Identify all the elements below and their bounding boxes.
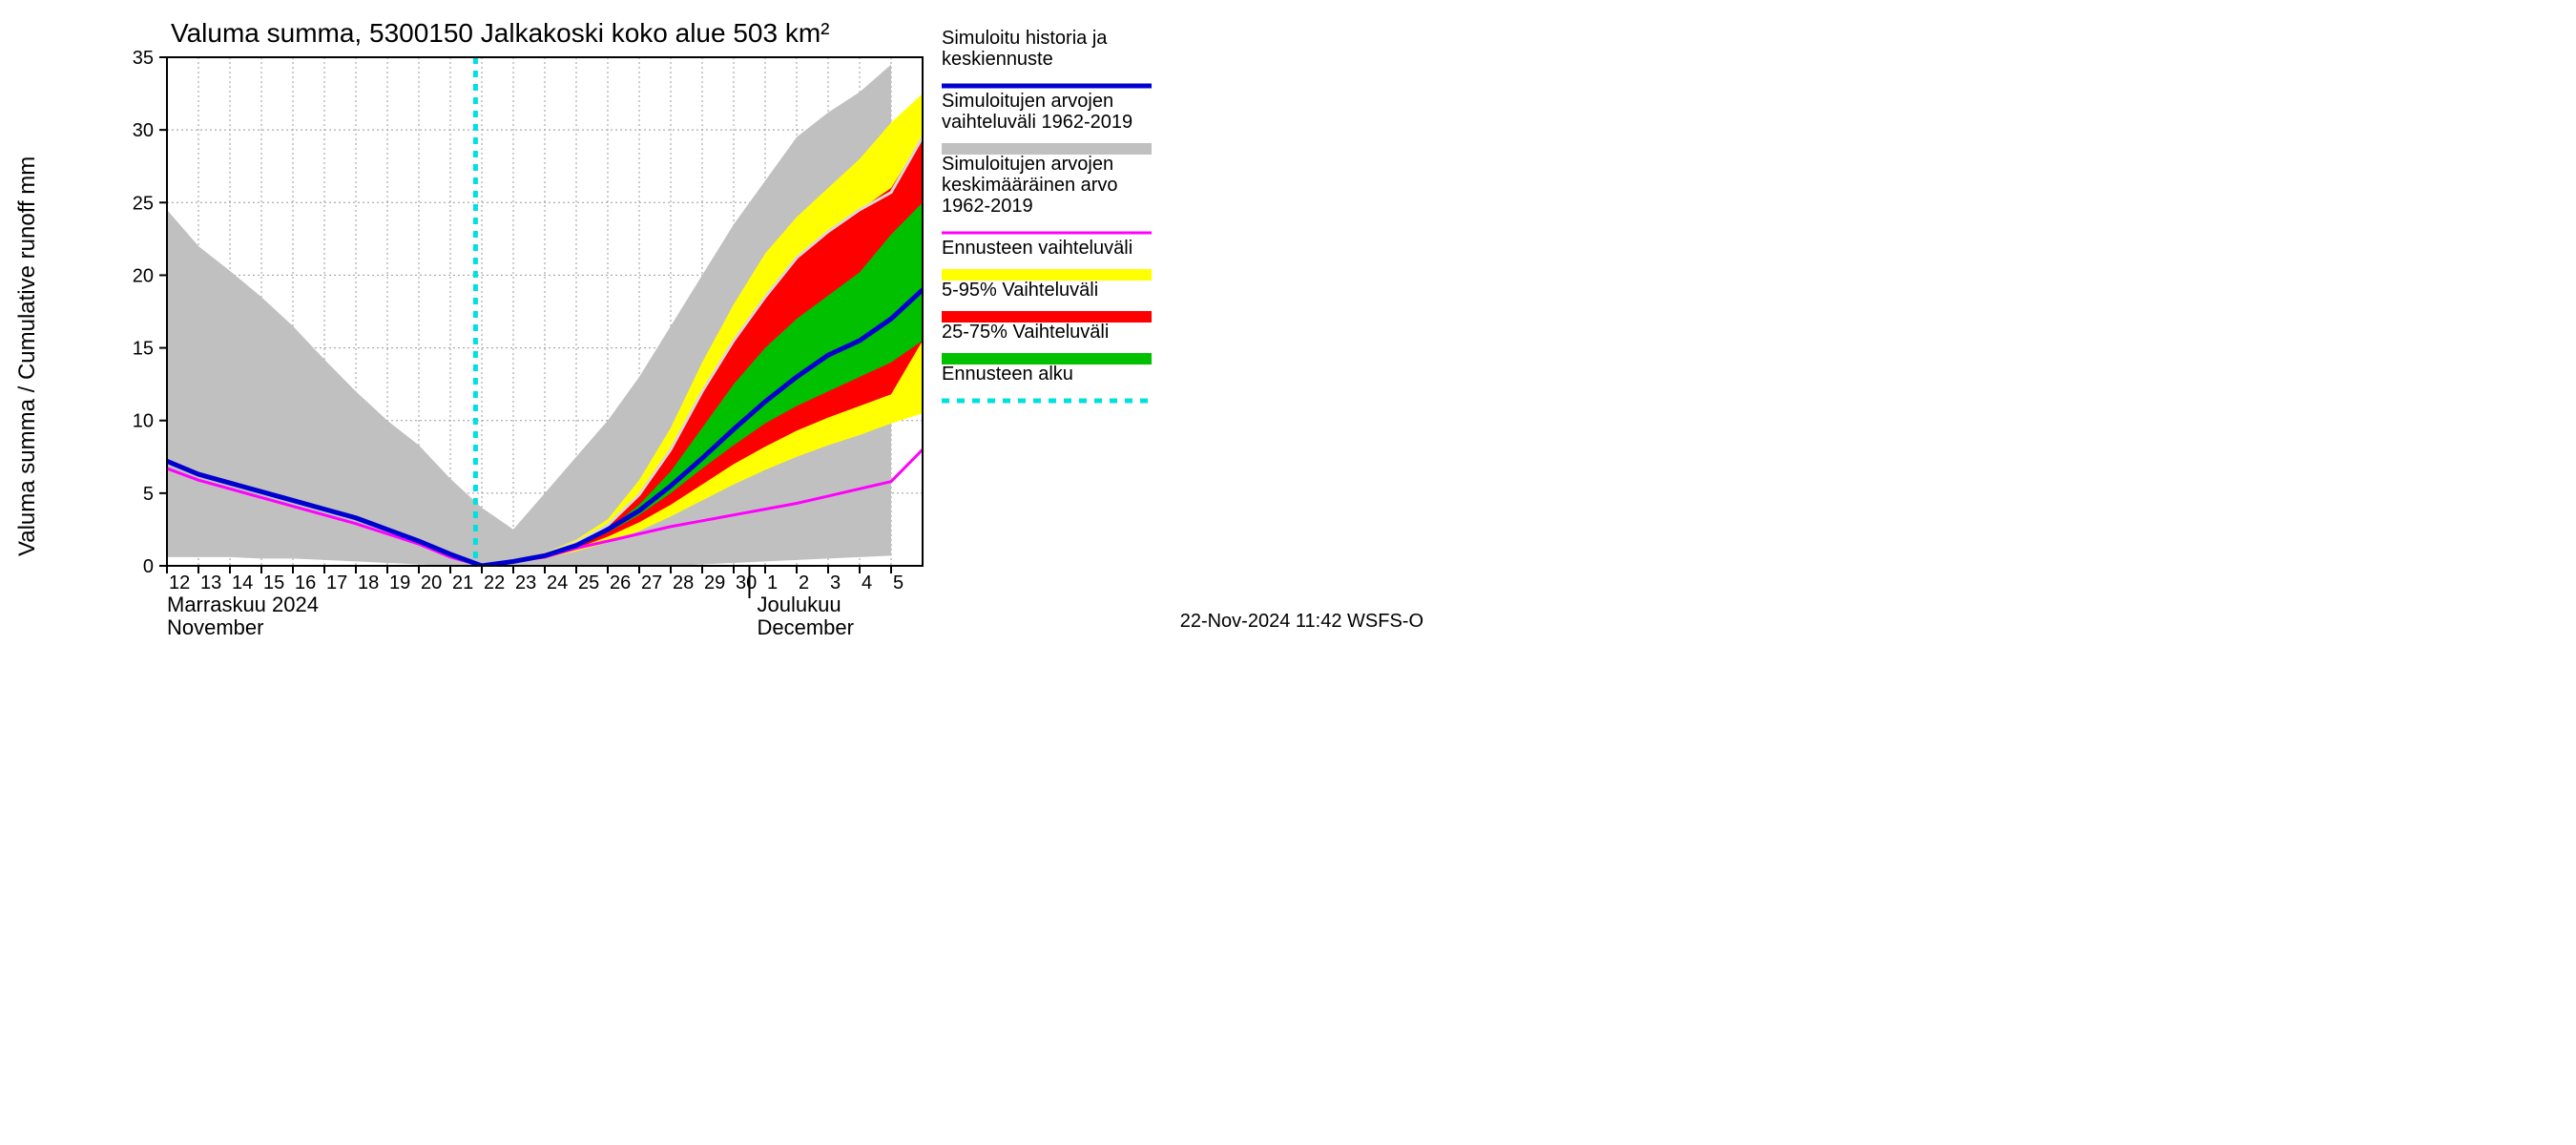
- legend-label: 25-75% Vaihteluväli: [942, 322, 1109, 343]
- x-tick-label: 3: [830, 572, 841, 593]
- x-month2-en: December: [758, 615, 854, 639]
- x-tick-label: 14: [232, 572, 253, 593]
- y-tick-label: 30: [133, 120, 154, 141]
- legend-label: 5-95% Vaihteluväli: [942, 280, 1098, 301]
- y-tick-label: 35: [133, 48, 154, 69]
- x-tick-label: 30: [736, 572, 757, 593]
- y-tick-label: 0: [143, 556, 154, 577]
- chart-footer: 22-Nov-2024 11:42 WSFS-O: [1180, 611, 1423, 632]
- x-tick-label: 15: [263, 572, 284, 593]
- x-tick-label: 21: [452, 572, 473, 593]
- x-tick-label: 5: [893, 572, 904, 593]
- y-tick-label: 15: [133, 339, 154, 360]
- x-tick-label: 24: [547, 572, 568, 593]
- y-tick-label: 25: [133, 193, 154, 214]
- x-month1-fi: Marraskuu 2024: [167, 593, 319, 616]
- x-tick-label: 23: [515, 572, 536, 593]
- chart-svg: 0510152025303512131415161718192021222324…: [0, 0, 1443, 641]
- legend-label: vaihteluväli 1962-2019: [942, 112, 1132, 133]
- x-tick-label: 19: [389, 572, 410, 593]
- x-tick-label: 27: [641, 572, 662, 593]
- legend-label: keskimääräinen arvo: [942, 175, 1118, 196]
- y-tick-label: 20: [133, 265, 154, 286]
- y-axis-label: Valuma summa / Cumulative runoff mm: [14, 156, 40, 556]
- x-month1-en: November: [167, 615, 263, 639]
- x-month2-fi: Joulukuu: [758, 593, 841, 616]
- x-tick-label: 13: [200, 572, 221, 593]
- x-tick-label: 17: [326, 572, 347, 593]
- x-tick-label: 18: [358, 572, 379, 593]
- chart-title: Valuma summa, 5300150 Jalkakoski koko al…: [171, 18, 830, 48]
- legend-label: keskiennuste: [942, 49, 1053, 70]
- x-tick-label: 22: [484, 572, 505, 593]
- legend-label: Simuloitu historia ja: [942, 28, 1108, 49]
- legend-label: Simuloitujen arvojen: [942, 91, 1113, 112]
- x-tick-label: 1: [767, 572, 778, 593]
- x-tick-label: 20: [421, 572, 442, 593]
- legend-label: Ennusteen alku: [942, 364, 1073, 385]
- x-tick-label: 2: [799, 572, 809, 593]
- x-tick-label: 16: [295, 572, 316, 593]
- x-tick-label: 29: [704, 572, 725, 593]
- legend-label: Ennusteen vaihteluväli: [942, 238, 1132, 259]
- legend-label: Simuloitujen arvojen: [942, 154, 1113, 175]
- x-tick-label: 28: [673, 572, 694, 593]
- legend-label: 1962-2019: [942, 196, 1033, 217]
- y-tick-label: 10: [133, 411, 154, 432]
- y-tick-label: 5: [143, 484, 154, 505]
- x-tick-label: 26: [610, 572, 631, 593]
- x-tick-label: 12: [169, 572, 190, 593]
- x-tick-label: 25: [578, 572, 599, 593]
- x-tick-label: 4: [862, 572, 872, 593]
- chart-container: 0510152025303512131415161718192021222324…: [0, 0, 1443, 641]
